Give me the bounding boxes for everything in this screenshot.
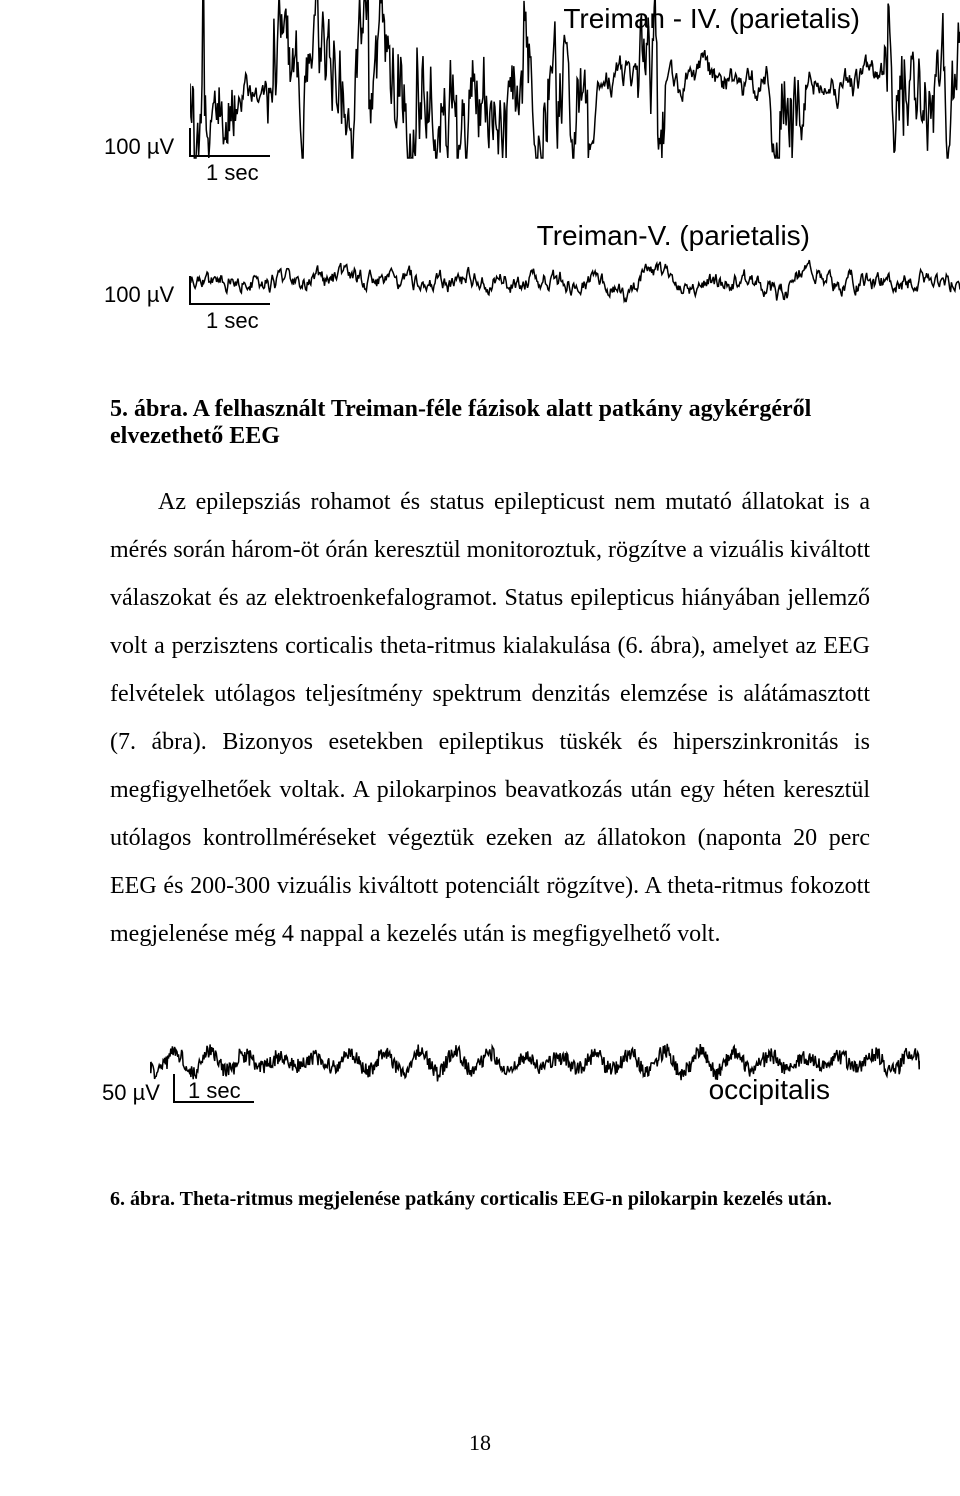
fig6-panel: 50 µV 1 sec occipitalis (110, 1018, 870, 1148)
page-number: 18 (0, 1430, 960, 1456)
fig5-v-waveform (190, 246, 960, 316)
fig5-iv-waveform (190, 0, 960, 160)
fig5-v-amp-label: 100 µV (104, 282, 174, 308)
fig5-panel-iv: Treiman - IV. (parietalis) 100 µV 1 sec (110, 0, 870, 200)
fig6-caption: 6. ábra. Theta-ritmus megjelenése patkán… (110, 1188, 870, 1211)
fig6-right-label: occipitalis (709, 1074, 830, 1106)
fig5-v-time-label: 1 sec (206, 308, 259, 334)
fig6-time-label: 1 sec (188, 1078, 241, 1104)
fig5-iv-time-label: 1 sec (206, 160, 259, 186)
page: Treiman - IV. (parietalis) 100 µV 1 sec … (0, 0, 960, 1496)
fig6-amp-label: 50 µV (102, 1080, 160, 1106)
fig5-caption: 5. ábra. A felhasznált Treiman-féle fázi… (110, 396, 870, 450)
fig5-iv-amp-label: 100 µV (104, 134, 174, 160)
fig5-panel-v: Treiman-V. (parietalis) 100 µV 1 sec (110, 218, 870, 358)
body-paragraph: Az epilepsziás rohamot és status epilept… (110, 478, 870, 958)
